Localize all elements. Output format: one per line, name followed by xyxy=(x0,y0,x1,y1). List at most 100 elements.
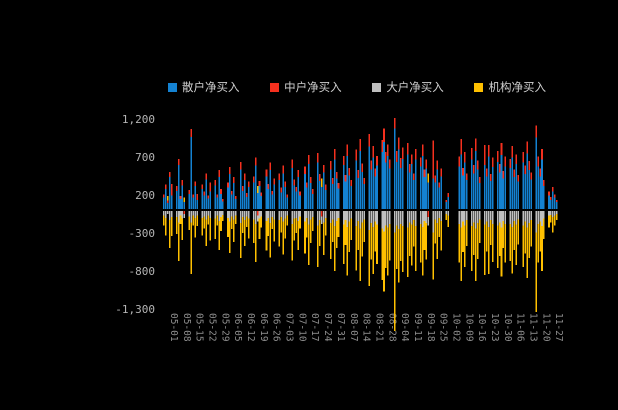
bar-segment-institution xyxy=(310,219,312,243)
bar-segment-large xyxy=(421,211,424,227)
bar-segment-institution xyxy=(192,215,195,226)
bar-segment-institution xyxy=(398,229,400,283)
bar-segment-medium xyxy=(471,148,473,160)
bar-segment-large xyxy=(517,211,520,220)
bar-segment-large xyxy=(361,211,363,223)
bar-segment-medium xyxy=(293,179,295,186)
bar-segment-large xyxy=(368,211,370,230)
bar-segment-medium xyxy=(201,184,204,190)
bar-segment-retail xyxy=(498,172,501,209)
bar-segment-large xyxy=(188,211,191,217)
x-axis-tick-label: 10-02 xyxy=(450,313,461,342)
bar-segment-institution xyxy=(181,218,184,240)
bar-segment-institution xyxy=(445,214,448,221)
y-axis-tick-label: -800 xyxy=(129,265,156,278)
bar-segment-institution xyxy=(537,223,539,263)
bar-segment-large xyxy=(513,211,516,221)
bar-segment-retail xyxy=(368,146,370,209)
bar-segment-retail xyxy=(477,169,479,209)
bar-segment-medium xyxy=(554,194,556,198)
bar-segment-large xyxy=(241,211,244,218)
x-axis-tick-label: 06-05 xyxy=(232,313,243,342)
bar-segment-large xyxy=(477,211,479,224)
bar-segment-medium xyxy=(466,173,468,181)
bar-segment-retail xyxy=(491,167,494,209)
bar-segment-large xyxy=(181,211,184,219)
bar-segment-institution xyxy=(280,217,283,233)
bar-segment-medium xyxy=(306,182,308,188)
bar-segment-large xyxy=(243,211,246,221)
bar-segment-medium xyxy=(359,139,362,152)
bar-segment-institution xyxy=(376,224,378,265)
bar-segment-medium xyxy=(192,194,195,198)
bar-segment-medium xyxy=(258,180,261,187)
bar-segment-large xyxy=(509,211,512,224)
bar-segment-large xyxy=(440,211,442,221)
bar-segment-medium xyxy=(284,181,286,187)
bar-segment-medium xyxy=(222,199,224,202)
bar-segment-large xyxy=(498,211,501,223)
bar-segment-institution xyxy=(241,217,244,234)
bar-segment-medium xyxy=(387,144,389,156)
bar-segment-large xyxy=(491,211,494,224)
bar-segment-retail xyxy=(471,159,473,209)
bar-segment-large xyxy=(175,211,178,218)
bar-segment-large xyxy=(267,211,270,218)
bar-segment-retail xyxy=(363,183,365,209)
bar-segment-institution xyxy=(374,221,376,252)
x-axis-tick-label: 05-22 xyxy=(207,313,218,342)
legend-item-large: 大户净买入 xyxy=(372,81,444,94)
bar-segment-large xyxy=(310,211,312,220)
bar-segment-retail xyxy=(485,176,488,209)
bar-segment-medium xyxy=(233,177,235,184)
bar-segment-medium xyxy=(489,174,492,181)
bar-segment-institution xyxy=(304,221,306,254)
bar-segment-medium xyxy=(348,167,351,176)
bar-segment-large xyxy=(554,211,556,216)
bar-segment-institution xyxy=(222,214,224,221)
bar-segment-retail xyxy=(399,167,402,209)
bar-segment-institution xyxy=(227,217,229,237)
bar-segment-retail xyxy=(273,184,276,209)
y-axis-tick-label: -1,300 xyxy=(115,303,155,316)
bar-segment-institution xyxy=(319,220,321,246)
bar-segment-medium xyxy=(460,139,462,155)
bar-segment-medium xyxy=(245,193,248,197)
bar-segment-retail xyxy=(522,162,525,209)
bar-segment-large xyxy=(271,211,274,218)
bar-segment-medium xyxy=(398,137,400,150)
bar-segment-institution xyxy=(554,215,556,226)
bar-segment-large xyxy=(541,211,543,227)
bar-segment-institution xyxy=(346,226,349,276)
bar-segment-institution xyxy=(370,223,372,260)
bar-segment-large xyxy=(438,211,441,218)
x-axis-tick-label: 11-27 xyxy=(553,313,564,342)
bar-segment-institution xyxy=(427,173,430,183)
bar-segment-large xyxy=(471,211,473,227)
bar-segment-institution xyxy=(399,223,402,262)
bar-segment-large xyxy=(240,211,242,224)
bar-segment-retail xyxy=(168,177,171,209)
bar-segment-institution xyxy=(473,222,475,256)
bar-segment-medium xyxy=(368,133,370,147)
bar-segment-institution xyxy=(359,228,362,281)
bar-segment-retail xyxy=(188,193,191,209)
bar-segment-medium xyxy=(447,193,449,197)
bar-segment-institution xyxy=(344,220,347,246)
bar-segment-institution xyxy=(291,223,293,261)
bar-segment-retail xyxy=(322,172,325,209)
bar-segment-medium xyxy=(535,125,537,138)
bar-segment-large xyxy=(299,211,301,217)
bar-segment-retail xyxy=(513,177,516,209)
bar-segment-institution xyxy=(491,223,494,262)
bar-segment-institution xyxy=(299,216,301,229)
bar-segment-institution xyxy=(350,218,353,240)
bar-segment-retail xyxy=(201,189,204,209)
bar-segment-large xyxy=(526,211,528,228)
bar-segment-large xyxy=(344,211,347,221)
bar-segment-retail xyxy=(329,169,332,209)
bar-segment-retail xyxy=(196,199,199,209)
bar-segment-large xyxy=(282,211,285,222)
bar-segment-medium xyxy=(331,177,334,184)
bar-segment-institution xyxy=(256,186,259,194)
